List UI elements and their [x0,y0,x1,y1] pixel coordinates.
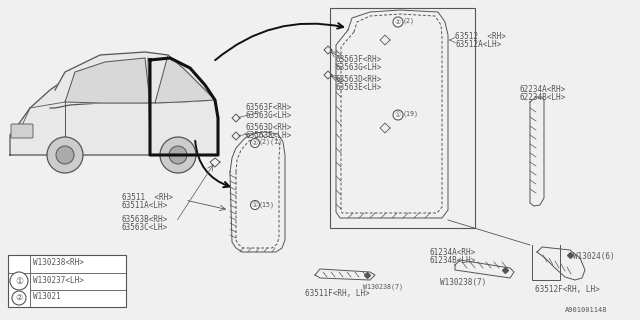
Circle shape [160,137,196,173]
FancyBboxPatch shape [11,124,33,138]
Circle shape [250,139,259,148]
FancyBboxPatch shape [8,255,126,307]
Circle shape [250,201,259,210]
Text: A901001148: A901001148 [565,307,607,313]
Text: W130238<RH>: W130238<RH> [33,258,84,267]
Circle shape [12,291,26,305]
Text: ①: ① [15,276,23,285]
Text: 63563F<RH>: 63563F<RH> [335,55,381,64]
Polygon shape [50,52,215,108]
Text: 63511  <RH>: 63511 <RH> [122,193,173,202]
Text: 63563F<RH>: 63563F<RH> [245,103,291,112]
Text: W130238(7): W130238(7) [363,283,403,290]
Text: 63563C<LH>: 63563C<LH> [122,223,168,232]
Text: 63563E<LH>: 63563E<LH> [335,83,381,92]
Polygon shape [10,58,218,155]
Text: 61234B<LH>: 61234B<LH> [430,256,476,265]
Text: 63512A<LH>: 63512A<LH> [455,40,501,49]
Circle shape [56,146,74,164]
Text: ①: ① [395,112,401,118]
Text: W130237<LH>: W130237<LH> [33,276,84,285]
Text: 63563G<LH>: 63563G<LH> [245,111,291,120]
Text: 63563G<LH>: 63563G<LH> [335,63,381,72]
Text: 63511F<RH, LH>: 63511F<RH, LH> [305,289,370,298]
Text: 63563D<RH>: 63563D<RH> [245,123,291,132]
Circle shape [47,137,83,173]
Text: 63563B<RH>: 63563B<RH> [122,215,168,224]
Text: (19): (19) [403,110,419,116]
Polygon shape [155,55,215,103]
Text: W130238(7): W130238(7) [440,278,486,287]
Text: (2): (2) [403,17,415,23]
Text: W13024(6): W13024(6) [573,252,614,261]
Text: (15): (15) [259,201,275,207]
Text: 63511A<LH>: 63511A<LH> [122,201,168,210]
Circle shape [10,272,28,290]
Circle shape [393,110,403,120]
Text: 63563E<LH>: 63563E<LH> [245,131,291,140]
Text: W13021: W13021 [33,292,61,301]
Text: 63563D<RH>: 63563D<RH> [335,75,381,84]
Text: ②: ② [15,293,23,302]
Circle shape [169,146,187,164]
Text: 63512  <RH>: 63512 <RH> [455,32,506,41]
Text: ②: ② [395,19,401,25]
Text: 62234A<RH>: 62234A<RH> [520,85,566,94]
Text: ②: ② [252,140,258,146]
Text: (2)(1): (2)(1) [259,138,283,145]
Text: 63512F<RH, LH>: 63512F<RH, LH> [535,285,600,294]
Text: 62234B<LH>: 62234B<LH> [520,93,566,102]
Polygon shape [65,58,150,103]
Text: 61234A<RH>: 61234A<RH> [430,248,476,257]
Circle shape [393,17,403,27]
Text: ①: ① [252,202,258,208]
